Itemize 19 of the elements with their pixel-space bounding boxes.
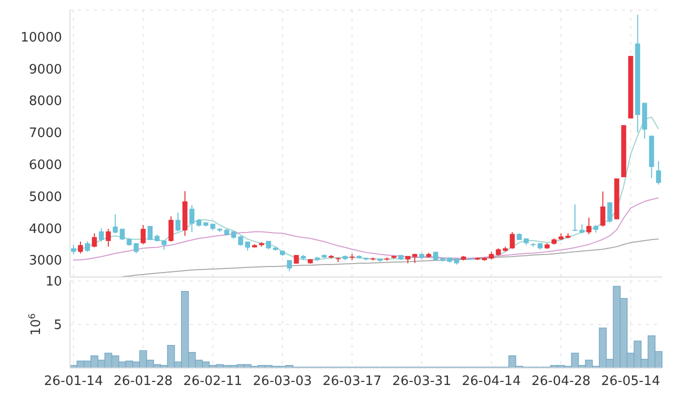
x-tick-label: 26-04-14 (462, 374, 521, 390)
y-tick-label: 3000 (28, 254, 62, 269)
y-tick-label: 5 (54, 318, 62, 334)
y-tick-label: 7000 (28, 126, 62, 142)
x-tick-label: 26-01-14 (44, 374, 103, 390)
y-tick-label: 10000 (20, 30, 62, 46)
x-tick-label: 26-04-28 (532, 374, 591, 390)
y-tick-label: 6000 (28, 158, 62, 174)
y-tick-label: 4000 (28, 222, 62, 237)
y-tick-label: 9000 (28, 62, 62, 78)
x-tick-label: 26-03-17 (322, 374, 382, 390)
x-tick-label: 26-02-11 (183, 374, 242, 390)
y-tick-label: 5000 (28, 190, 62, 205)
x-tick-label: 26-05-14 (601, 374, 660, 390)
x-tick-label: 26-03-03 (252, 374, 312, 390)
y-tick-label: 8000 (28, 94, 62, 110)
x-tick-label: 26-03-31 (392, 374, 452, 390)
y-tick-label: 10 (45, 274, 62, 290)
x-tick-label: 26-01-28 (114, 374, 173, 390)
